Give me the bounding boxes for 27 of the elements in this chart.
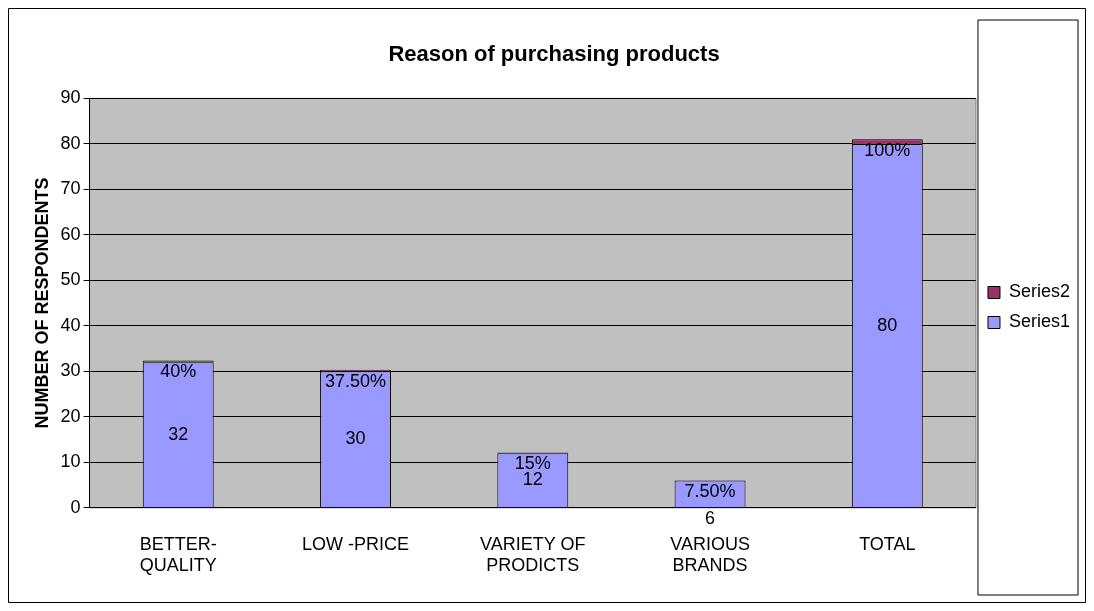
y-tick-label: 10 bbox=[60, 451, 81, 472]
x-tick-label: VARIOUS BRANDS bbox=[670, 533, 750, 576]
x-tick-label: LOW -PRICE bbox=[302, 533, 410, 554]
data-label: 40% bbox=[160, 361, 197, 382]
data-label: 7.50% bbox=[684, 481, 736, 502]
chart-title: Reason of purchasing products bbox=[388, 41, 720, 67]
x-tick-label: TOTAL bbox=[859, 533, 916, 554]
data-label: 80 bbox=[877, 314, 898, 335]
data-label: 6 bbox=[705, 508, 716, 529]
data-label: 12 bbox=[522, 469, 543, 490]
legend-label: Series2 bbox=[1008, 281, 1070, 302]
y-tick-label: 60 bbox=[60, 223, 81, 244]
y-tick-label: 50 bbox=[60, 269, 81, 290]
data-label: 32 bbox=[168, 423, 189, 444]
legend-label: Series1 bbox=[1008, 311, 1070, 332]
x-tick-label: BETTER-QUALITY bbox=[139, 533, 217, 576]
y-tick-label: 30 bbox=[60, 360, 81, 381]
y-tick-label: 70 bbox=[60, 178, 81, 199]
y-tick-label: 0 bbox=[70, 496, 81, 517]
data-label: 37.50% bbox=[324, 370, 387, 391]
y-tick-label: 90 bbox=[60, 87, 81, 108]
data-label: 30 bbox=[345, 428, 366, 449]
x-tick-label: VARIETY OF PRODICTS bbox=[480, 533, 586, 576]
y-tick-label: 20 bbox=[60, 405, 81, 426]
y-tick-label: 80 bbox=[60, 132, 81, 153]
y-tick-label: 40 bbox=[60, 314, 81, 335]
y-axis-title: NUMBER OF RESPONDENTS bbox=[31, 177, 52, 429]
